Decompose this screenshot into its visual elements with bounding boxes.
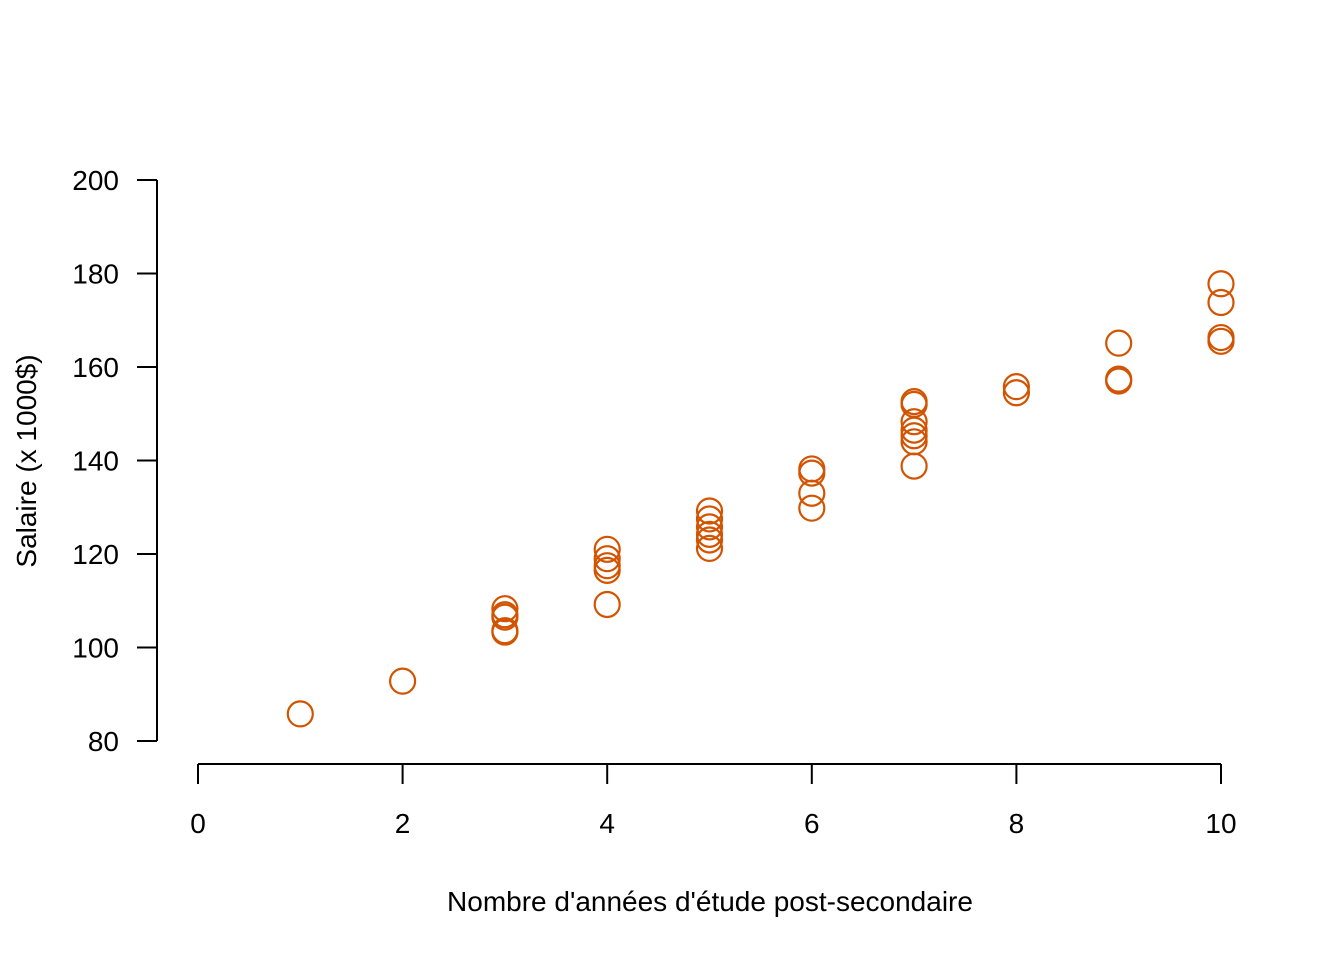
data-point bbox=[900, 408, 928, 436]
data-point bbox=[695, 497, 724, 525]
y-tick-label: 100 bbox=[72, 633, 119, 664]
x-tick-label: 0 bbox=[190, 808, 206, 839]
data-point bbox=[900, 428, 928, 456]
data-point bbox=[695, 505, 724, 533]
data-point bbox=[695, 534, 724, 562]
x-tick-label: 8 bbox=[1009, 808, 1025, 839]
data-point bbox=[1002, 373, 1031, 401]
data-point bbox=[593, 545, 621, 573]
data-point bbox=[389, 667, 417, 695]
data-point bbox=[1002, 379, 1031, 407]
data-point bbox=[286, 700, 314, 728]
data-point bbox=[695, 526, 724, 554]
data-point bbox=[593, 535, 621, 563]
data-point bbox=[491, 601, 519, 629]
data-point bbox=[900, 422, 928, 450]
x-tick-label: 6 bbox=[804, 808, 820, 839]
data-point bbox=[1207, 323, 1235, 352]
x-tick-label: 2 bbox=[395, 808, 411, 839]
data-point bbox=[1207, 270, 1235, 298]
y-axis-title: Salaire (x 1000$) bbox=[11, 354, 42, 567]
x-axis: 0 2 4 6 8 10 bbox=[190, 763, 1237, 839]
data-point bbox=[798, 479, 826, 507]
y-tick-label: 120 bbox=[72, 539, 119, 570]
y-tick-label: 180 bbox=[72, 259, 119, 290]
x-tick-label: 10 bbox=[1205, 808, 1236, 839]
data-point bbox=[798, 494, 826, 522]
y-tick-label: 200 bbox=[72, 165, 119, 196]
data-point bbox=[491, 595, 519, 623]
data-point bbox=[900, 387, 928, 416]
data-point bbox=[695, 513, 724, 541]
x-axis-title: Nombre d'années d'étude post-secondaire bbox=[447, 886, 973, 917]
data-point bbox=[491, 617, 519, 645]
y-axis: 80 100 120 140 160 180 200 bbox=[72, 165, 158, 757]
data-point bbox=[593, 552, 621, 580]
data-point bbox=[900, 452, 928, 480]
data-point bbox=[695, 520, 724, 548]
data-point bbox=[593, 590, 621, 619]
x-tick-label: 4 bbox=[599, 808, 615, 839]
data-point bbox=[798, 455, 826, 483]
y-tick-label: 80 bbox=[88, 726, 119, 757]
data-point bbox=[1105, 365, 1133, 393]
data-point bbox=[1105, 367, 1133, 395]
y-tick-label: 140 bbox=[72, 446, 119, 477]
data-point bbox=[1105, 329, 1133, 357]
data-point bbox=[1207, 288, 1235, 317]
data-points bbox=[286, 270, 1235, 728]
y-tick-label: 160 bbox=[72, 352, 119, 383]
